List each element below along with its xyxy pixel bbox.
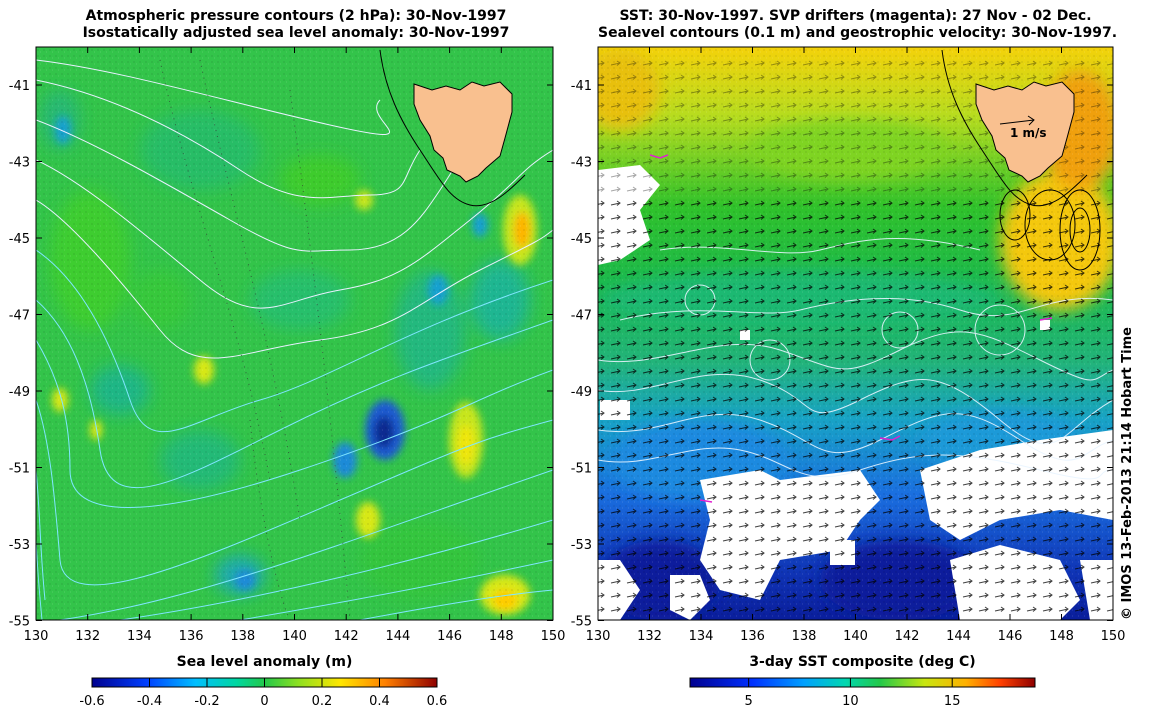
right-map-title: SST: 30-Nov-1997. SVP drifters (magenta)…	[598, 8, 1118, 42]
y-tick-label: -43	[571, 156, 592, 171]
sla-colorbar: -0.6 -0.4 -0.2 0 0.2 0.4 0.6	[79, 677, 448, 709]
x-tick-label: 150	[541, 629, 566, 644]
x-tick-label: 144	[946, 629, 971, 644]
x-tick-label: 146	[998, 629, 1023, 644]
left-axes: 130 132 134 136 138 140 142 144 146 148 150 -41 -43 -…	[9, 47, 566, 644]
colorbar-tick-label: -0.6	[79, 694, 104, 709]
y-tick-label: -45	[571, 232, 592, 247]
y-tick-label: -53	[571, 538, 592, 553]
sst-map	[598, 47, 1113, 620]
sea-level-anomaly-map	[36, 47, 553, 620]
vector-scale-label: 1 m/s	[1010, 126, 1047, 140]
x-tick-label: 138	[792, 629, 817, 644]
colorbar-tick-label: 0.6	[427, 694, 448, 709]
x-tick-label: 132	[75, 629, 100, 644]
y-tick-label: -51	[571, 462, 592, 477]
y-tick-label: -41	[9, 79, 30, 94]
x-tick-label: 144	[385, 629, 410, 644]
x-tick-label: 142	[334, 629, 359, 644]
x-tick-label: 130	[586, 629, 611, 644]
left-title-line2: Isostatically adjusted sea level anomaly…	[82, 25, 510, 41]
vector-scale	[999, 115, 1035, 126]
x-tick-label: 136	[179, 629, 204, 644]
y-tick-label: -53	[9, 538, 30, 553]
left-map-title: Atmospheric pressure contours (2 hPa): 3…	[36, 8, 556, 42]
x-tick-label: 148	[1049, 629, 1074, 644]
colorbar-tick-label: 0.2	[312, 694, 333, 709]
tasmania-landmass	[413, 81, 513, 183]
colorbar-tick-label: 15	[944, 694, 961, 709]
x-tick-label: 142	[895, 629, 920, 644]
copyright-credit: © IMOS 13-Feb-2013 21:14 Hobart Time	[1120, 327, 1135, 620]
y-tick-label: -49	[571, 385, 592, 400]
x-tick-label: 134	[127, 629, 152, 644]
x-tick-label: 148	[489, 629, 514, 644]
right-title-line1: SST: 30-Nov-1997. SVP drifters (magenta)…	[619, 8, 1092, 24]
y-tick-label: -51	[9, 462, 30, 477]
y-tick-label: -47	[9, 309, 30, 324]
y-tick-label: -45	[9, 232, 30, 247]
colorbar-tick-label: 0.4	[369, 694, 390, 709]
x-tick-label: 132	[637, 629, 662, 644]
colorbar-tick-label: -0.4	[137, 694, 162, 709]
x-tick-label: 130	[24, 629, 49, 644]
left-title-line1: Atmospheric pressure contours (2 hPa): 3…	[85, 8, 507, 24]
x-tick-label: 140	[843, 629, 868, 644]
colorbar-tick-label: 0	[260, 694, 268, 709]
x-tick-label: 150	[1101, 629, 1126, 644]
right-title-line2: Sealevel contours (0.1 m) and geostrophi…	[598, 25, 1118, 41]
y-tick-label: -47	[571, 309, 592, 324]
colorbar-tick-label: -0.2	[194, 694, 219, 709]
sst-colorbar-title: 3-day SST composite (deg C)	[749, 654, 976, 670]
y-tick-label: -43	[9, 156, 30, 171]
y-tick-label: -55	[571, 615, 592, 630]
x-tick-label: 136	[740, 629, 765, 644]
x-tick-label: 134	[689, 629, 714, 644]
colorbar-tick-label: 5	[745, 694, 753, 709]
x-tick-label: 140	[282, 629, 307, 644]
y-tick-label: -55	[9, 615, 30, 630]
colorbar-tick-label: 10	[842, 694, 859, 709]
tasmania-landmass-sst	[975, 81, 1075, 183]
y-tick-label: -49	[9, 385, 30, 400]
y-tick-label: -41	[571, 79, 592, 94]
x-tick-label: 138	[230, 629, 255, 644]
sst-colorbar: 5 10 15	[689, 677, 1036, 709]
right-axes: 130 132 134 136 138 140 142 144 146 148 150 -41 -43 -…	[571, 47, 1126, 644]
sla-colorbar-title: Sea level anomaly (m)	[176, 654, 353, 670]
x-tick-label: 146	[437, 629, 462, 644]
